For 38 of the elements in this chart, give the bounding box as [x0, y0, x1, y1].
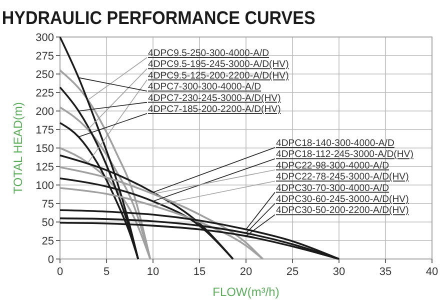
text: 4DPC30-70-300-4000-A/D	[276, 182, 390, 194]
text: 4DPC18-140-300-4000-A/D	[276, 138, 394, 149]
text: 4DPC7-230-245-3000-A/D(HV)	[148, 92, 281, 104]
y-tick-label: 50	[42, 217, 54, 229]
text: 4DPC9.5-125-200-2200-A/D(HV)	[148, 70, 289, 82]
x-tick-label: 35	[379, 266, 392, 278]
text: 4DPC9.5-195-245-3000-A/D(HV)	[148, 59, 289, 70]
text: 4DPC22-78-245-3000-A/D(HV)	[276, 172, 409, 183]
y-tick-label: 225	[36, 88, 54, 100]
y-axis-title: TOTAL HEAD(m)	[11, 102, 25, 194]
chart-title: HYDRAULIC PERFORMANCE CURVES	[2, 7, 316, 28]
text: 4DPC22-98-300-4000-A/D	[276, 160, 390, 172]
x-tick-label: 5	[103, 266, 110, 278]
y-tick-label: 0	[48, 254, 54, 266]
y-tick-label: 25	[42, 236, 54, 248]
x-tick-label: 15	[193, 266, 206, 278]
y-tick-label: 125	[36, 162, 54, 174]
x-tick-label: 25	[286, 266, 299, 278]
x-axis-title: FLOW(m³/h)	[212, 285, 280, 299]
text: 4DPC18-112-245-3000-A/D(HV)	[276, 149, 414, 160]
x-tick-label: 0	[56, 266, 64, 278]
x-tick-label: 10	[146, 266, 160, 278]
x-tick-label: 20	[240, 266, 252, 278]
x-tick-label: 30	[332, 266, 346, 278]
y-tick-label: 75	[42, 198, 54, 210]
y-tick-label: 175	[36, 124, 54, 136]
y-tick-label: 200	[36, 106, 54, 118]
text: 4DPC9.5-250-300-4000-A/D	[148, 48, 270, 59]
y-tick-label: 150	[36, 143, 54, 155]
text: 4DPC7-300-300-4000-A/D	[148, 82, 262, 93]
y-tick-label: 275	[36, 50, 54, 62]
y-tick-label: 100	[36, 180, 54, 192]
x-tick-label: 40	[426, 266, 438, 278]
text: 4DPC7-185-200-2200-A/D(HV)	[148, 104, 281, 115]
text: 4DPC30-50-200-2200-A/D(HV)	[276, 205, 409, 216]
y-tick-label: 300	[36, 32, 54, 44]
text: 4DPC30-60-245-3000-A/D(HV)	[276, 194, 409, 205]
y-tick-label: 250	[36, 69, 54, 81]
